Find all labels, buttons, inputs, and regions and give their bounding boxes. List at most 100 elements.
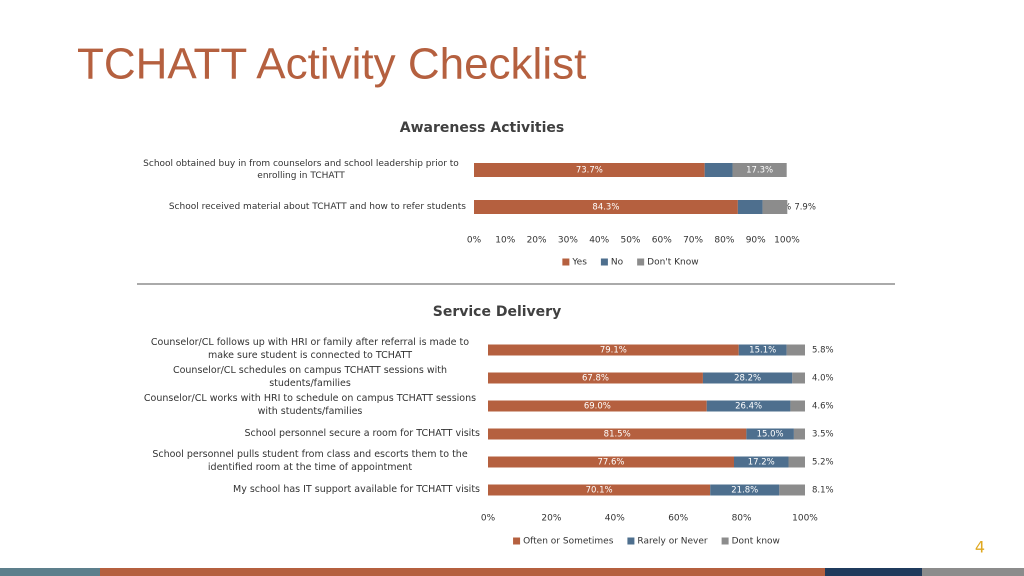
- legend-label: Yes: [571, 258, 587, 268]
- legend-label: Rarely or Never: [637, 537, 707, 547]
- footer-stripe: [825, 568, 922, 576]
- bar-segment: [786, 344, 805, 356]
- legend-swatch: [721, 537, 729, 545]
- value-label: 15.1%: [749, 346, 776, 356]
- value-label: 5.2%: [812, 458, 834, 468]
- legend-swatch: [513, 537, 521, 545]
- category-label-box: School personnel pulls student from clas…: [152, 449, 468, 473]
- legend-swatch: [627, 537, 635, 545]
- bar-segment: [488, 456, 734, 468]
- x-tick-label: 40%: [605, 514, 625, 524]
- chart-title: Awareness Activities: [400, 120, 565, 136]
- footer-stripe: [0, 568, 100, 576]
- bar-segment: [488, 400, 707, 412]
- x-tick-label: 80%: [714, 236, 734, 246]
- bar-segment: [779, 484, 805, 496]
- x-tick-label: 60%: [652, 236, 672, 246]
- value-label: 4.0%: [812, 374, 834, 384]
- value-label: 17.2%: [748, 458, 775, 468]
- category-label: Counselor/CL works with HRI to schedule …: [143, 393, 477, 417]
- bar-segment: [793, 428, 805, 440]
- legend-swatch: [562, 258, 570, 266]
- category-label: My school has IT support available for T…: [233, 483, 480, 495]
- legend-label: No: [611, 258, 624, 268]
- category-label-box: School received material about TCHATT an…: [168, 201, 466, 212]
- value-label: 5.8%: [812, 346, 834, 356]
- bar-segment: [788, 456, 805, 468]
- x-tick-label: 100%: [792, 514, 818, 524]
- bar-segment: [732, 163, 787, 177]
- value-label: 26.4%: [735, 402, 762, 412]
- value-label: 4.6%: [812, 402, 834, 412]
- x-tick-label: 30%: [558, 236, 578, 246]
- bar-segment: [710, 484, 780, 496]
- value-label: 17.3%: [746, 166, 773, 176]
- value-label: 69.0%: [584, 402, 611, 412]
- x-tick-label: 70%: [683, 236, 703, 246]
- bar-segment: [790, 400, 805, 412]
- x-tick-label: 40%: [589, 236, 609, 246]
- value-label: 15.0%: [757, 430, 784, 440]
- bar-segment: [762, 200, 788, 214]
- value-label: 3.5%: [812, 430, 834, 440]
- legend-label: Often or Sometimes: [523, 537, 614, 547]
- bar-segment: [746, 428, 794, 440]
- value-label: 70.1%: [586, 486, 613, 496]
- legend-swatch: [600, 258, 608, 266]
- value-label: 79.1%: [600, 346, 627, 356]
- value-label: 84.3%: [592, 203, 619, 213]
- category-label-box: Counselor/CL works with HRI to schedule …: [143, 393, 477, 417]
- value-label: 28.2%: [734, 374, 761, 384]
- bar-segment: [737, 200, 763, 214]
- bar-segment: [474, 200, 738, 214]
- value-label: 21.8%: [731, 486, 758, 496]
- bar-segment: [474, 163, 705, 177]
- legend-swatch: [637, 258, 645, 266]
- category-label: School personnel pulls student from clas…: [152, 449, 468, 473]
- category-label-box: School personnel secure a room for TCHAT…: [244, 427, 480, 439]
- value-label: 73.7%: [576, 166, 603, 176]
- page-number: 4: [975, 538, 985, 557]
- bar-segment: [706, 400, 791, 412]
- x-tick-label: 100%: [774, 236, 800, 246]
- category-label: School obtained buy in from counselors a…: [143, 158, 459, 181]
- bar-segment: [702, 372, 793, 384]
- x-tick-label: 60%: [668, 514, 688, 524]
- value-label: 8.1%: [812, 486, 834, 496]
- value-label: 67.8%: [582, 374, 609, 384]
- bar-segment: [488, 484, 711, 496]
- x-tick-label: 90%: [746, 236, 766, 246]
- category-label: School personnel secure a room for TCHAT…: [244, 427, 480, 439]
- category-label-box: Counselor/CL follows up with HRI or fami…: [150, 337, 470, 361]
- category-label: Counselor/CL follows up with HRI or fami…: [150, 337, 470, 361]
- chart-title: Service Delivery: [433, 304, 561, 320]
- x-tick-label: 80%: [732, 514, 752, 524]
- category-label: Counselor/CL schedules on campus TCHATT …: [172, 365, 448, 389]
- value-label: 77.6%: [597, 458, 624, 468]
- x-tick-label: 10%: [495, 236, 515, 246]
- legend-label: Don't Know: [647, 258, 698, 268]
- category-label: School received material about TCHATT an…: [168, 201, 466, 212]
- category-label-box: My school has IT support available for T…: [233, 483, 480, 495]
- bar-segment: [488, 372, 703, 384]
- x-tick-label: 20%: [541, 514, 561, 524]
- bar-segment: [704, 163, 733, 177]
- x-tick-label: 20%: [527, 236, 547, 246]
- category-label-box: Counselor/CL schedules on campus TCHATT …: [172, 365, 448, 389]
- x-tick-label: 0%: [467, 236, 482, 246]
- footer-stripe: [922, 568, 1024, 576]
- bar-segment: [488, 428, 747, 440]
- bar-segment: [488, 344, 739, 356]
- footer-stripe: [100, 568, 825, 576]
- legend-label: Dont know: [732, 537, 780, 547]
- bar-segment: [733, 456, 789, 468]
- category-label-box: School obtained buy in from counselors a…: [143, 158, 459, 181]
- x-tick-label: 50%: [620, 236, 640, 246]
- bar-segment: [738, 344, 787, 356]
- x-tick-label: 0%: [481, 514, 496, 524]
- slide-title: TCHATT Activity Checklist: [77, 40, 586, 89]
- value-label: 81.5%: [604, 430, 631, 440]
- value-label: 7.9%: [794, 203, 816, 213]
